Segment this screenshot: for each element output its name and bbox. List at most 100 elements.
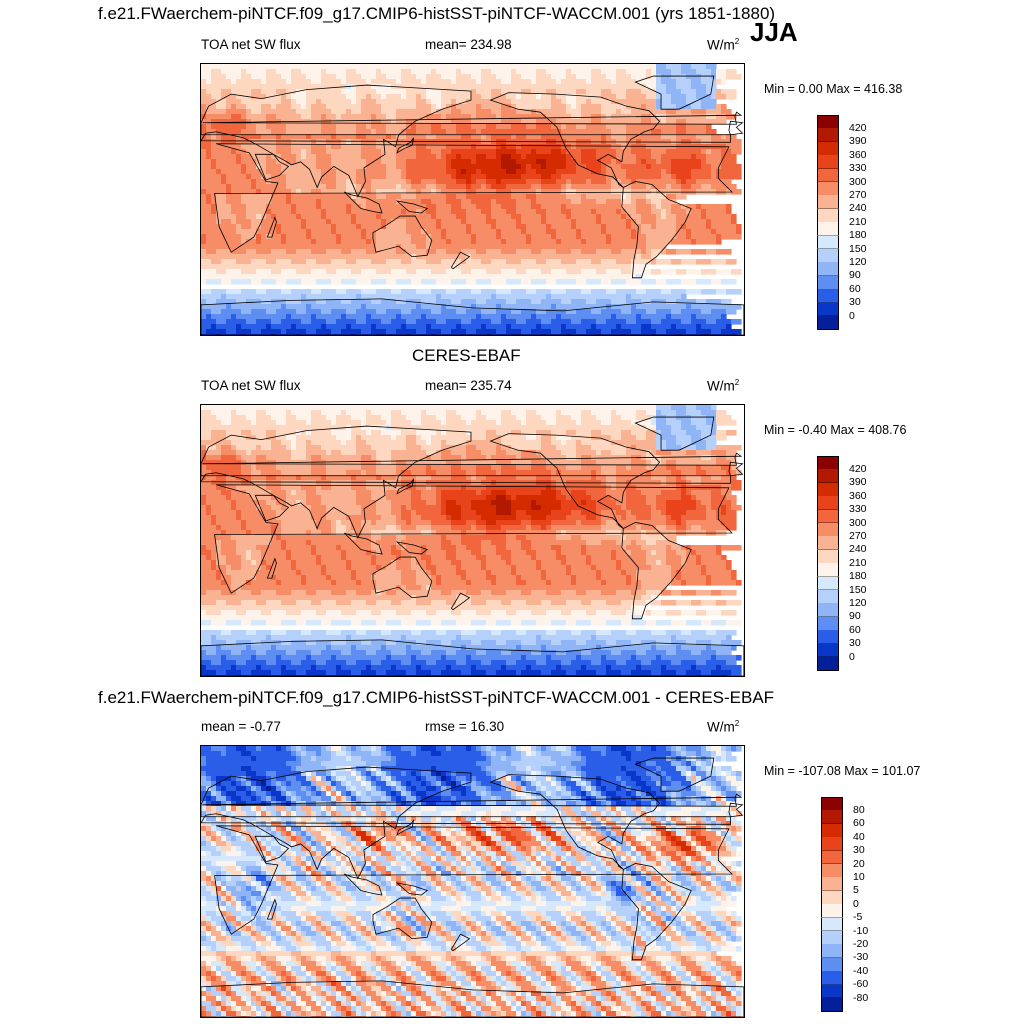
colorbar-swatch [821,917,843,932]
colorbar-tick-label: 390 [849,476,867,489]
coastline [634,757,715,792]
colorbar-tick-label: -10 [853,924,869,937]
coastline [254,153,290,181]
colorbar-swatch [817,235,839,250]
colorbar-tick-label: -30 [853,951,869,964]
colorbar-swatch [821,904,843,919]
colorbar-swatch [817,115,839,129]
coastline [266,898,277,920]
coastline [489,433,661,529]
colorbar-tick-label: 210 [849,556,867,569]
colorbar-swatch [817,262,839,277]
colorbar-tick-label: 5 [853,884,859,897]
colorbar-swatch [817,523,839,537]
colorbar-tick-label: 80 [853,803,865,816]
colorbar-swatch [817,275,839,290]
panel-2-colorbar: 420 390 360 330 300 270 240 210 180 150 120 90 60 30 0 [817,456,877,671]
colorbar-swatch [817,249,839,263]
coastline [489,92,661,188]
colorbar-swatch [817,469,839,484]
coastline [201,980,744,1017]
coastline [344,532,383,555]
coastline [202,793,743,807]
coastline [214,143,733,253]
panel-1-variable-label: TOA net SW flux [201,37,301,52]
coastline [395,200,429,214]
colorbar-tick-label: 30 [853,844,865,857]
coastline [214,825,733,935]
colorbar-tick-label: 420 [849,462,867,475]
colorbar-tick-label: 60 [849,623,861,636]
colorbar-tick-label: 150 [849,583,867,596]
colorbar-swatch [821,797,843,811]
coastline [728,120,744,136]
case-title: f.e21.FWaerchem-piNTCF.f09_g17.CMIP6-his… [98,4,776,23]
colorbar-tick-label: 270 [849,188,867,201]
panel-3-title: f.e21.FWaerchem-piNTCF.f09_g17.CMIP6-his… [98,688,775,707]
colorbar-tick-label: 300 [849,175,867,188]
colorbar-tick-label: 360 [849,148,867,161]
colorbar-tick-label: 90 [849,269,861,282]
colorbar-swatch [817,222,839,237]
coastline [201,639,744,676]
colorbar-tick-label: 150 [849,242,867,255]
map-svg [201,746,744,1017]
map-svg [201,64,744,335]
colorbar-tick-label: 90 [849,610,861,623]
colorbar-tick-label: -40 [853,964,869,977]
coastline [728,802,744,818]
colorbar-swatch [817,482,839,497]
colorbar-tick-label: 420 [849,121,867,134]
colorbar-swatch [817,496,839,511]
colorbar-swatch [817,590,839,604]
colorbar-swatch [817,141,839,156]
colorbar-swatch [821,890,843,905]
colorbar-swatch [817,195,839,210]
colorbar-swatch [821,864,843,878]
coastline [634,416,715,451]
coastline [344,191,383,214]
colorbar-tick-label: 120 [849,596,867,609]
panel-2-variable-label: TOA net SW flux [201,378,301,393]
colorbar-swatch [821,944,843,959]
colorbar-tick-label: 390 [849,135,867,148]
colorbar-tick-label: 30 [849,296,861,309]
colorbar-swatch [821,998,843,1012]
panel-3-min-max: Min = -107.08 Max = 101.07 [764,764,921,778]
coastline [344,873,383,896]
colorbar-swatch [817,616,839,631]
colorbar-tick-label: 360 [849,489,867,502]
coastline [489,774,661,870]
panel-3-map [200,745,745,1018]
panel-2-min-max: Min = -0.40 Max = 408.76 [764,423,907,437]
colorbar-tick-label: 60 [849,282,861,295]
panel-1-min-max: Min = 0.00 Max = 416.38 [764,82,903,96]
colorbar-tick-label: 0 [853,897,859,910]
panel-1-map [200,63,745,336]
panel-2-map [200,404,745,677]
colorbar-tick-label: 300 [849,516,867,529]
colorbar-swatch [817,549,839,564]
panel-2-units: W/m2 [707,378,740,394]
colorbar-tick-label: 330 [849,162,867,175]
colorbar-swatch [821,957,843,972]
panel-1-units: W/m2 [707,37,740,53]
colorbar-tick-label: 240 [849,202,867,215]
colorbar-tick-label: 20 [853,857,865,870]
colorbar-tick-label: -5 [853,911,863,924]
coastline [634,75,715,110]
colorbar-swatch [817,208,839,223]
colorbar-swatch [821,877,843,892]
colorbar-tick-label: -80 [853,991,869,1004]
panel-2-mean-label: mean= 235.74 [425,378,512,393]
panel-2-title: CERES-EBAF [412,346,521,365]
colorbar-tick-label: 0 [849,650,855,663]
colorbar-tick-label: 0 [849,309,855,322]
coastline [396,819,415,836]
coastline [621,181,692,279]
colorbar-swatch [817,302,839,317]
colorbar-tick-label: 210 [849,215,867,228]
panel-3-mean-label: mean = -0.77 [201,719,281,734]
coastline [201,298,744,335]
coastline [395,541,429,555]
